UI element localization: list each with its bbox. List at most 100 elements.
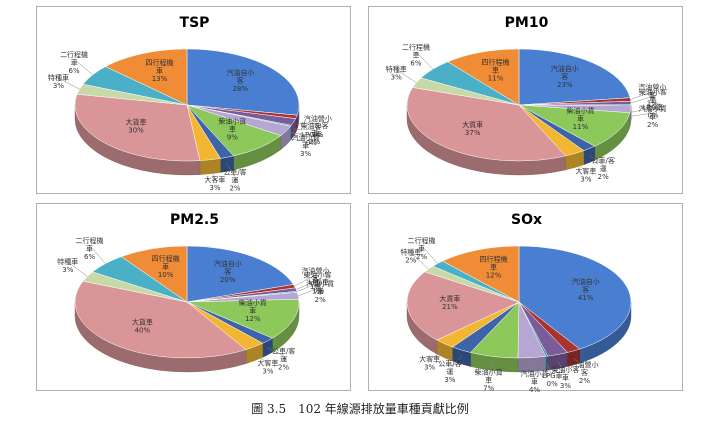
pie-slice-e59b9be8a18ce7a88be6a99fe8bb8a bbox=[441, 245, 520, 303]
pie-chart-svg: SOx 汽油自小客 41% 汽油營小客 2%柴油小客車 3%LPG車 0%汽油小貨車 4% 柴油… bbox=[400, 212, 632, 392]
pie-data-label: 大客車 3% bbox=[257, 358, 278, 375]
pie-data-label: LPG車 0% bbox=[542, 371, 563, 388]
pie-data-label: 大貨車 21% bbox=[439, 294, 460, 311]
pie-leader-line bbox=[294, 274, 316, 287]
pie-panel-tsp: TSP 汽油自小客 28% 汽油營小客 1% 柴油小客車 2% LPG車 0% 汽油小貨車 3% 柴油… bbox=[36, 6, 351, 194]
pie-slice-e6b1bde6b2b9e887aae5b08fe5aea2 bbox=[186, 245, 294, 303]
pie-data-label: 特種車 3% bbox=[57, 257, 78, 274]
pie-data-label: 二行程機車 6% bbox=[60, 50, 88, 75]
pie-wall-lpge8bb8a bbox=[545, 355, 548, 371]
pie-data-label: 四行程機車 12% bbox=[480, 255, 508, 280]
pie-leader-line bbox=[290, 132, 312, 136]
pie-data-label: 二行程機車 2% bbox=[408, 236, 436, 261]
pie-leader-line bbox=[429, 350, 445, 360]
pie-panel-sox: SOx 汽油自小客 41% 汽油營小客 2% 柴油小客車 3% LPG車 0% 汽油小貨車 4% 柴油… bbox=[368, 203, 683, 392]
pie-chart-svg: PM10 汽油自小客 23% 汽油營小客 1%柴油小客車 1%LPG車 0%汽油小貨車 2% 柴… bbox=[386, 15, 667, 184]
pie-slice-e59b9be8a18ce7a88be6a99fe8bb8a bbox=[447, 48, 520, 106]
pie-data-label: 汽油營小客 1% bbox=[304, 114, 332, 139]
pie-data-label: 特種車 2% bbox=[400, 247, 421, 264]
pie-data-label: 大客車 3% bbox=[575, 167, 596, 184]
pie-leader-line bbox=[421, 245, 438, 264]
pie-leader-line bbox=[574, 160, 587, 172]
pie-data-label: 四行程機車 10% bbox=[152, 254, 180, 279]
pie-data-label: 汽油自小客 41% bbox=[572, 277, 600, 302]
pie-leader-line bbox=[410, 252, 429, 270]
pie-leader-line bbox=[573, 357, 585, 370]
pie-leader-line bbox=[226, 164, 236, 177]
chart-title: PM2.5 bbox=[170, 212, 219, 228]
pie-slice-e6b1bde6b2b9e887aae5b08fe5aea2 bbox=[518, 245, 632, 350]
pie-data-label: 大客車 3% bbox=[419, 355, 440, 372]
pie-leader-line bbox=[89, 245, 106, 264]
pie-leader-line bbox=[73, 58, 93, 76]
pie-chart-svg: TSP 汽油自小客 28% 汽油營小客 1%柴油小客車 2%LPG車 0%汽油小貨車 3% 柴油… bbox=[48, 15, 332, 192]
pie-data-label: LPG車 0% bbox=[308, 278, 329, 295]
pie-panel-pm10: PM10 汽油自小客 23% 汽油營小客 1% 柴油小客車 1% LPG車 0% 汽油小貨車 2% 柴… bbox=[368, 6, 683, 194]
pie-data-label: 公車/客運 2% bbox=[223, 167, 246, 192]
pie-leader-line bbox=[589, 155, 604, 166]
pie-leader-line bbox=[630, 107, 654, 113]
pie-leader-line bbox=[58, 77, 80, 90]
pie-data-label: 柴油小貨車 11% bbox=[566, 106, 594, 131]
chart-title: SOx bbox=[511, 212, 542, 228]
pie-data-label: 四行程機車 13% bbox=[145, 58, 173, 83]
pie-leader-line bbox=[296, 122, 318, 125]
pie-leader-line bbox=[297, 282, 319, 293]
pie-slice-e69fb4e6b2b9e5b08fe8b2a8e8bb8a bbox=[186, 299, 300, 339]
pie-data-label: LPG車 0% bbox=[301, 130, 322, 147]
pie-leader-line bbox=[531, 364, 535, 378]
pie-leader-line bbox=[267, 347, 284, 356]
pie-slice-e6b1bde6b2b9e887aae5b08fe5aea2 bbox=[186, 48, 300, 116]
pie-data-label: LPG車 0% bbox=[643, 103, 664, 120]
pie-panel-pm25: PM2.5 汽油自小客 20% 汽油營小客 1% 柴油小客車 1% LPG車 0% 汽油小貨車 2%… bbox=[36, 203, 351, 391]
pie-data-label: 特種車 3% bbox=[48, 73, 69, 90]
pie-data-label: 柴油小客車 1% bbox=[639, 87, 667, 112]
pie-leader-line bbox=[546, 363, 553, 377]
pie-data-label: 二行程機車 6% bbox=[76, 236, 104, 261]
pie-slice-e5a4a7e8b2a8e8bb8a bbox=[74, 280, 247, 359]
pie-slice-e59b9be8a18ce7a88be6a99fe8bb8a bbox=[120, 245, 188, 303]
pie-data-label: 汽油自小客 23% bbox=[551, 64, 579, 89]
pie-leader-line bbox=[488, 363, 494, 377]
pie-leader-line bbox=[630, 96, 653, 104]
pie-data-label: 柴油小客車 3% bbox=[551, 365, 579, 390]
pie-data-label: 大貨車 37% bbox=[462, 120, 483, 137]
pie-leader-line bbox=[298, 287, 321, 297]
pie-data-label: 大貨車 40% bbox=[132, 318, 153, 335]
pie-data-label: 柴油小客車 2% bbox=[301, 121, 329, 146]
pie-data-label: 汽油小貨車 2% bbox=[306, 279, 334, 304]
pie-data-label: 汽油小貨車 2% bbox=[639, 104, 667, 129]
pie-leader-line bbox=[415, 51, 434, 70]
pie-leader-line bbox=[210, 166, 216, 180]
pie-data-label: 柴油小貨車 12% bbox=[239, 298, 267, 323]
pie-data-label: 汽油營小客 2% bbox=[570, 360, 598, 385]
pie-data-label: 公車/客運 3% bbox=[438, 359, 461, 384]
pie-data-label: 汽油自小客 20% bbox=[214, 259, 242, 284]
pie-leader-line bbox=[449, 356, 462, 368]
pie-leader-line bbox=[557, 361, 566, 374]
pie-data-label: 公車/客運 2% bbox=[272, 347, 295, 372]
pie-leader-line bbox=[286, 137, 306, 143]
pie-leader-line bbox=[630, 91, 653, 100]
pie-data-label: 大貨車 30% bbox=[126, 118, 147, 135]
pie-leader-line bbox=[296, 279, 318, 290]
pie-data-label: 汽油營小客 1% bbox=[638, 83, 666, 108]
pie-slice-e5a4a7e8b2a8e8bb8a bbox=[406, 87, 567, 162]
pie-data-label: 大客車 3% bbox=[204, 175, 225, 192]
figure-caption: 圖 3.5 102 年線源排放量車種貢獻比例 bbox=[251, 402, 469, 416]
pie-data-label: 公車/客運 2% bbox=[592, 156, 615, 181]
pie-data-label: 汽油自小客 28% bbox=[226, 68, 254, 93]
pie-slice-e69fb4e6b2b9e5b08fe8b2a8e8bb8a bbox=[518, 104, 631, 147]
pie-data-label: 汽油小貨車 4% bbox=[520, 369, 548, 392]
pie-data-label: 二行程機車 6% bbox=[402, 43, 430, 68]
pie-data-label: 汽油小貨車 3% bbox=[292, 133, 320, 158]
pie-leader-line bbox=[254, 353, 269, 364]
pie-slice-e59b9be8a18ce7a88be6a99fe8bb8a bbox=[104, 48, 188, 106]
pie-wall-e5a4a7e5aea2e8bb8a bbox=[199, 158, 221, 175]
chart-title: PM10 bbox=[505, 15, 549, 31]
pie-data-label: 四行程機車 11% bbox=[482, 57, 510, 82]
pie-slice-e5a4a7e8b2a8e8bb8a bbox=[74, 94, 201, 162]
pie-data-label: 柴油小貨車 9% bbox=[218, 116, 246, 141]
chart-title: TSP bbox=[180, 15, 210, 31]
pie-data-label: 特種車 3% bbox=[386, 64, 407, 81]
